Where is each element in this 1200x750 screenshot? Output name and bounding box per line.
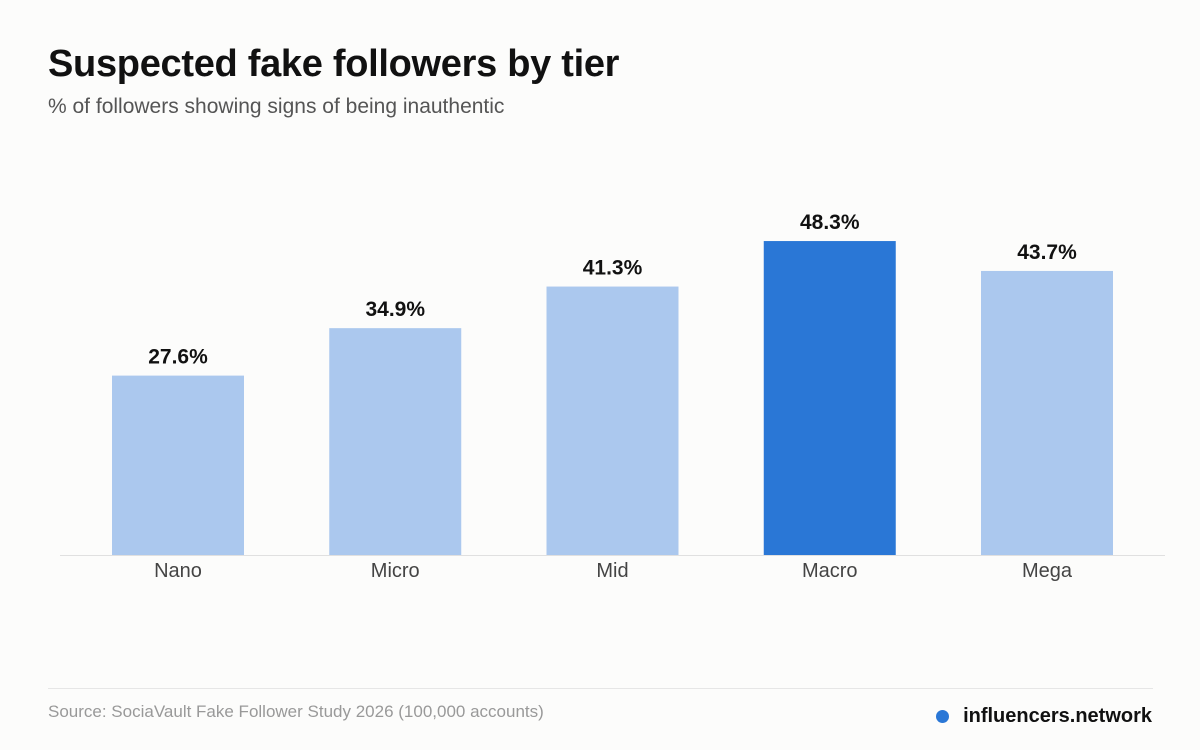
brand[interactable]: influencers.network <box>936 703 1152 729</box>
chart-title: Suspected fake followers by tier <box>48 43 620 85</box>
bar-mid <box>546 286 679 555</box>
value-label-macro: 48.3% <box>800 211 860 234</box>
dot-icon <box>936 709 950 723</box>
chart-subtitle: % of followers showing signs of being in… <box>48 95 505 118</box>
bar-mega <box>981 270 1113 555</box>
bars-group <box>112 241 1113 556</box>
category-label-macro: Macro <box>802 560 858 582</box>
value-label-micro: 34.9% <box>365 298 425 321</box>
value-label-mid: 41.3% <box>583 257 643 280</box>
brand-name: influencers.network <box>963 705 1152 727</box>
category-label-nano: Nano <box>154 560 202 582</box>
category-label-mega: Mega <box>1022 560 1073 582</box>
category-label-mid: Mid <box>596 560 628 582</box>
bar-micro <box>329 328 462 555</box>
category-label-micro: Micro <box>371 560 420 582</box>
bar-macro <box>763 241 896 556</box>
footer-divider <box>48 688 1153 689</box>
value-labels-group: 27.6% 34.9% 41.3% 48.3% 43.7% <box>148 211 1077 369</box>
source-note: Source: SociaVault Fake Follower Study 2… <box>48 702 544 721</box>
bar-nano <box>112 375 244 555</box>
category-labels-group: Nano Micro Mid Macro Mega <box>154 560 1073 582</box>
bar-chart: 27.6% 34.9% 41.3% 48.3% 43.7% Nano Micro Mid Ma… <box>60 211 1165 582</box>
value-label-nano: 27.6% <box>148 346 208 369</box>
value-label-mega: 43.7% <box>1017 241 1077 264</box>
